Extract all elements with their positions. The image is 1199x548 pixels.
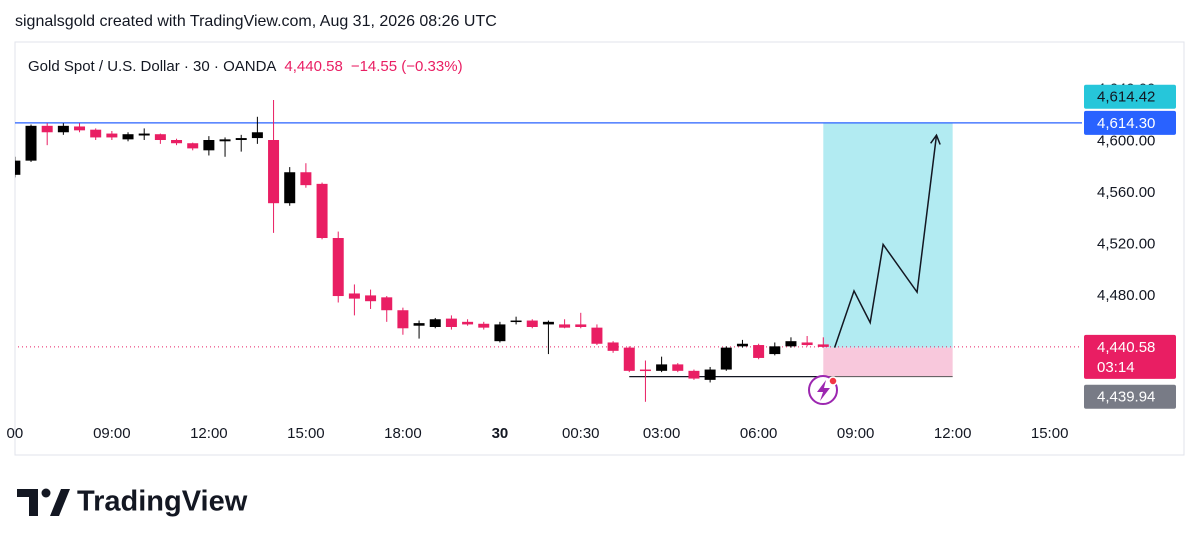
x-tick-label: 12:00 bbox=[934, 425, 972, 442]
x-tick-label: 18:00 bbox=[384, 425, 422, 442]
candle-body bbox=[494, 324, 506, 342]
candle-body bbox=[268, 140, 280, 204]
x-tick-label: 06:00 bbox=[740, 425, 778, 442]
chart-frame bbox=[14, 41, 1185, 456]
candle-body bbox=[332, 238, 344, 297]
x-tick-label: 09:00 bbox=[93, 425, 131, 442]
candle-body bbox=[138, 133, 150, 136]
target-zone bbox=[823, 122, 953, 348]
candle-body bbox=[704, 369, 716, 380]
candle-body bbox=[348, 293, 360, 299]
projection-arrowhead bbox=[930, 133, 941, 145]
stop-zone bbox=[823, 347, 953, 377]
y-tick-label: 4,560.00 bbox=[1097, 184, 1155, 201]
candle-body bbox=[769, 346, 781, 355]
candle-body bbox=[542, 321, 554, 325]
candle-body bbox=[801, 342, 813, 346]
candle-body bbox=[591, 327, 603, 344]
overlay: 4,614.42 4,614.30 4,440.58 03:14 4,439.94 bbox=[1084, 84, 1176, 409]
y-tick-label: 4,480.00 bbox=[1097, 287, 1155, 304]
price-label-box bbox=[1084, 334, 1176, 379]
x-tick-label: 00 bbox=[7, 425, 24, 442]
x-tick-label: 12:00 bbox=[190, 425, 228, 442]
brand-name: TradingView bbox=[77, 486, 248, 518]
candle-body bbox=[462, 321, 474, 325]
candle-body bbox=[187, 143, 199, 149]
candle-body bbox=[15, 160, 21, 175]
x-tick-label: 15:00 bbox=[1031, 425, 1069, 442]
candle-body bbox=[316, 183, 328, 239]
logo-dot bbox=[41, 488, 51, 498]
price-label-box bbox=[1084, 110, 1176, 135]
candle-body bbox=[381, 297, 393, 311]
candle-body bbox=[510, 320, 522, 323]
candle-body bbox=[445, 318, 457, 327]
projection-line bbox=[833, 135, 938, 348]
candle-body bbox=[672, 364, 684, 371]
candle-body bbox=[817, 344, 829, 347]
candle-body bbox=[106, 133, 118, 138]
legend: Gold Spot / U.S. Dollar · 30 · OANDA 4,44… bbox=[28, 58, 463, 75]
price-label: 4,614.30 bbox=[1097, 115, 1155, 132]
candle-body bbox=[41, 125, 53, 133]
price-label-box bbox=[1084, 84, 1176, 109]
candle-body bbox=[57, 125, 69, 133]
price-label-box bbox=[1084, 384, 1176, 409]
candle-body bbox=[90, 129, 102, 138]
candle-body bbox=[607, 342, 619, 351]
logo-slash bbox=[50, 489, 70, 516]
alert-bolt bbox=[817, 380, 830, 401]
y-tick-label: 4,600.00 bbox=[1097, 132, 1155, 149]
candle-body bbox=[122, 134, 134, 140]
x-tick-label: 30 bbox=[492, 425, 509, 442]
candle-body bbox=[300, 172, 312, 186]
x-tick-label: 15:00 bbox=[287, 425, 325, 442]
candle-body bbox=[559, 324, 571, 328]
candle-body bbox=[413, 323, 425, 326]
candle-body bbox=[251, 132, 263, 139]
candle-body bbox=[688, 370, 700, 379]
candle-body bbox=[639, 369, 651, 372]
candle-body bbox=[753, 345, 765, 358]
x-tick-label: 03:00 bbox=[643, 425, 681, 442]
candle-body bbox=[720, 347, 732, 370]
last-price: 4,440.58 bbox=[284, 58, 342, 75]
candle-body bbox=[526, 320, 538, 327]
candle-body bbox=[429, 319, 441, 327]
candle-body bbox=[656, 364, 668, 371]
candle-body bbox=[25, 125, 37, 161]
brand-logo bbox=[17, 488, 70, 516]
alert-dot bbox=[828, 376, 838, 386]
candle-body bbox=[219, 139, 231, 142]
countdown-label: 03:14 bbox=[1097, 359, 1135, 376]
candle-body bbox=[365, 295, 377, 302]
alert-icon bbox=[808, 375, 838, 405]
price-change: −14.55 (−0.33%) bbox=[351, 58, 463, 75]
candle-body bbox=[623, 347, 635, 371]
candle-body bbox=[235, 138, 247, 141]
candle-body bbox=[478, 323, 490, 328]
price-label: 4,614.42 bbox=[1097, 89, 1155, 106]
price-label: 4,440.58 bbox=[1097, 339, 1155, 356]
candle-body bbox=[154, 134, 166, 141]
x-tick-label: 00:30 bbox=[562, 425, 600, 442]
x-tick-label: 09:00 bbox=[837, 425, 875, 442]
y-tick-label: 4,520.00 bbox=[1097, 235, 1155, 252]
plot-area bbox=[15, 100, 1082, 402]
header-text: signalsgold created with TradingView.com… bbox=[15, 13, 497, 30]
candle-body bbox=[397, 310, 409, 329]
price-axis: 4,480.004,520.004,560.004,600.004,640.00… bbox=[7, 81, 1156, 442]
candle-body bbox=[785, 341, 797, 347]
candle-body bbox=[736, 343, 748, 347]
symbol: Gold Spot / U.S. Dollar · 30 · OANDA bbox=[28, 58, 276, 75]
candle-body bbox=[203, 140, 215, 151]
logo-t bbox=[17, 489, 38, 516]
candle-body bbox=[171, 140, 183, 144]
candle-body bbox=[575, 324, 587, 327]
price-label: 4,439.94 bbox=[1097, 389, 1155, 406]
candle-body bbox=[74, 126, 86, 131]
candle-body bbox=[284, 172, 296, 204]
